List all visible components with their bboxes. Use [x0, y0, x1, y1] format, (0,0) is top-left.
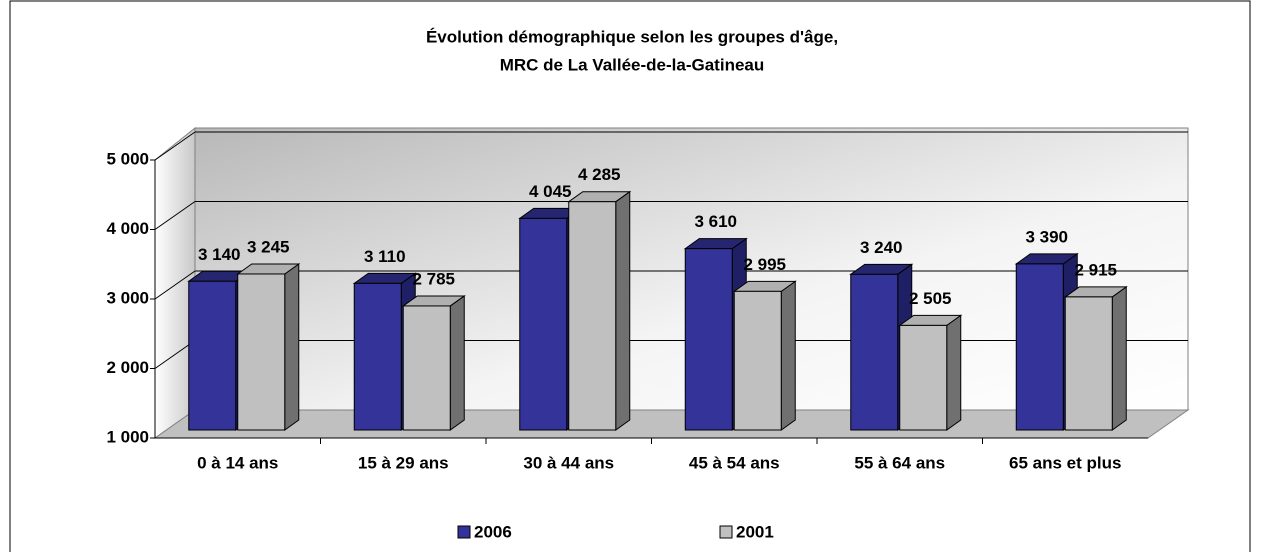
data-label: 3 610 [694, 212, 737, 231]
grid-line [154, 131, 196, 161]
bar [188, 280, 237, 431]
bar [568, 201, 617, 431]
data-label: 3 245 [247, 237, 290, 256]
data-label: 2 915 [1074, 260, 1117, 279]
x-tick-label: 65 ans et plus [1009, 453, 1121, 472]
chart-title: MRC de La Vallée-de-la-Gatineau [500, 55, 765, 74]
bar-side [1111, 285, 1127, 431]
x-tick-label: 0 à 14 ans [197, 453, 278, 472]
bar [353, 282, 402, 431]
grid-line [154, 270, 196, 300]
bar [1015, 263, 1064, 431]
bar-side [449, 294, 465, 431]
bar-side [615, 190, 631, 431]
bar [237, 273, 286, 431]
y-tick-label: 3 000 [106, 288, 149, 307]
data-label: 3 140 [198, 245, 241, 264]
data-label: 3 110 [364, 247, 406, 266]
bar [402, 305, 451, 431]
data-label: 4 285 [578, 165, 621, 184]
frame [9, 0, 1251, 552]
bar [899, 324, 948, 431]
bar-side [284, 263, 300, 431]
data-label: 4 045 [529, 182, 572, 201]
x-tick-label: 15 à 29 ans [358, 453, 449, 472]
grid-line [154, 201, 196, 230]
legend-swatch [457, 525, 471, 539]
y-tick-label: 5 000 [106, 149, 149, 168]
x-tick-label: 55 à 64 ans [854, 453, 945, 472]
bar [850, 273, 899, 431]
legend-label: 2006 [474, 522, 512, 541]
x-tick-label: 45 à 54 ans [689, 453, 780, 472]
bar [733, 290, 782, 431]
chart-title: Évolution démographique selon les groupe… [426, 27, 838, 46]
data-label: 2 785 [412, 269, 455, 288]
y-tick-label: 1 000 [106, 427, 149, 446]
y-tick-label: 2 000 [106, 358, 149, 377]
bar [519, 217, 568, 431]
legend-label: 2001 [736, 522, 774, 541]
bar-side [780, 280, 796, 431]
legend-swatch [719, 525, 733, 539]
data-label: 3 240 [860, 238, 903, 257]
bar-side [946, 314, 962, 431]
data-label: 2 505 [909, 289, 952, 308]
data-label: 3 390 [1025, 227, 1068, 246]
data-label: 2 995 [743, 255, 786, 274]
bar [1064, 296, 1113, 431]
bar [684, 248, 733, 431]
x-tick-label: 30 à 44 ans [523, 453, 614, 472]
y-tick-label: 4 000 [106, 219, 149, 238]
